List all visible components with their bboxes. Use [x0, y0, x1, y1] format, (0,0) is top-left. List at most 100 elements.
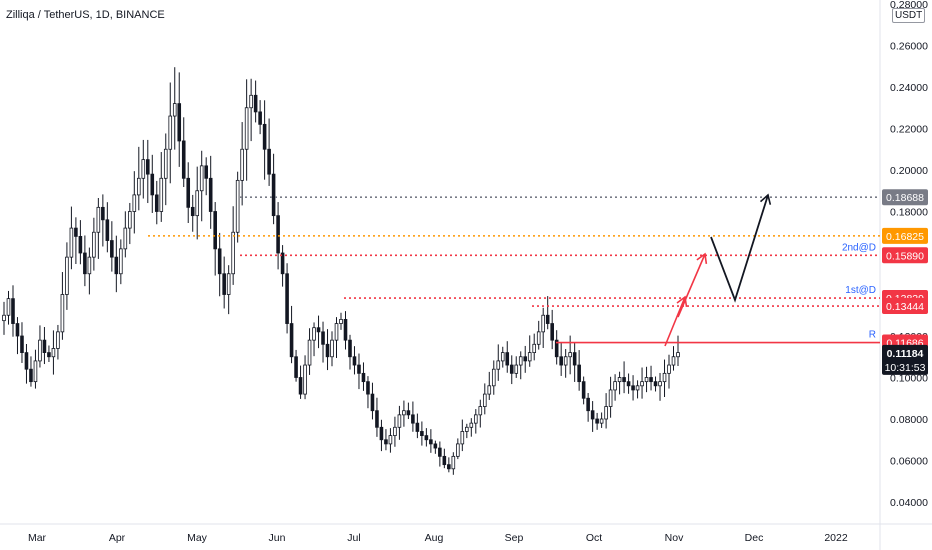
candle-body [626, 381, 631, 387]
candle-body [163, 148, 168, 179]
candle-body [590, 410, 595, 420]
candle-body [177, 103, 182, 142]
candle-body [617, 377, 622, 383]
candle-body [154, 194, 159, 212]
candle-body [613, 381, 617, 391]
projection-arrowhead-1 [676, 295, 688, 308]
candle-body [608, 389, 613, 407]
last-price-badge [882, 344, 928, 375]
candle-body [289, 323, 294, 358]
candle-body [420, 431, 424, 437]
candle-body [110, 240, 114, 258]
y-tick-label: 0.20000 [890, 165, 928, 177]
y-tick-label: 0.24000 [890, 82, 928, 94]
candle-body [478, 406, 483, 416]
candle-body [235, 179, 240, 233]
candle-body [402, 410, 406, 416]
candle-body [622, 377, 626, 383]
candle-body [208, 177, 213, 212]
level-tag-first-target-high: 1st@D [845, 285, 876, 296]
unit-badge[interactable]: USDT [892, 8, 926, 23]
level-tag-second-target: 2nd@D [842, 242, 876, 253]
projection-path-black [710, 194, 769, 303]
candle-body [375, 410, 379, 428]
candle-body [123, 227, 128, 250]
candle-body [451, 455, 456, 470]
projection-arrowhead-2 [696, 252, 708, 265]
candle-body [397, 414, 402, 428]
candle-body [199, 165, 204, 192]
candle-body [384, 439, 388, 445]
candle-body [222, 273, 226, 295]
y-tick-label: 0.08000 [890, 414, 928, 426]
candle-body [190, 206, 195, 217]
level-price-second-target: 0.15890 [886, 250, 924, 262]
candle-body [60, 294, 65, 333]
candle-body [330, 339, 334, 358]
candle-body [500, 352, 505, 362]
candle-body [213, 211, 217, 250]
candle-body [509, 364, 514, 374]
candle-body [447, 464, 451, 470]
candle-body [15, 323, 20, 337]
candle-body [159, 177, 164, 212]
projection-arrowhead-black [759, 193, 772, 205]
candle-body [658, 381, 662, 387]
y-tick-label: 0.06000 [890, 456, 928, 468]
x-tick-label: Aug [425, 532, 444, 544]
candle-body [172, 103, 177, 117]
candle-body [442, 455, 447, 466]
candle-body [285, 273, 289, 324]
countdown-label: 10:31:53 [885, 362, 926, 374]
candle-body [563, 356, 568, 366]
candle-body [599, 418, 604, 424]
candle-body [316, 327, 321, 333]
candle-body [545, 314, 550, 324]
candle-body [523, 356, 528, 362]
candle-body [298, 377, 303, 395]
candle-body [240, 148, 244, 181]
candle-body [429, 439, 433, 445]
candle-body [595, 418, 599, 424]
candle-body [168, 115, 173, 150]
candle-body [150, 173, 155, 196]
candle-body [280, 252, 285, 275]
candle-body [424, 435, 429, 441]
candle-body [276, 215, 280, 254]
candle-body [96, 206, 101, 233]
candle-body [536, 331, 541, 345]
candle-body [473, 414, 478, 424]
candle-body [258, 111, 262, 125]
candle-body [527, 352, 532, 362]
candle-body [78, 235, 83, 254]
candle-body [101, 206, 105, 221]
candle-body [267, 148, 271, 175]
projection-arrow-2 [677, 253, 706, 318]
candle-body [640, 381, 644, 387]
candle-body [69, 227, 74, 258]
x-tick-label: May [187, 532, 208, 544]
y-tick-label: 0.22000 [890, 124, 928, 136]
candle-body [649, 377, 653, 383]
x-tick-label: Apr [109, 532, 126, 544]
x-tick-label: Jul [347, 532, 360, 544]
candle-body [226, 273, 231, 295]
candle-body [271, 173, 276, 217]
y-tick-label: 0.28000 [890, 0, 928, 11]
candle-body [244, 107, 249, 150]
candle-body [604, 406, 608, 420]
candle-body [568, 352, 572, 358]
candle-body [505, 352, 510, 366]
x-tick-label: Oct [586, 532, 602, 544]
candle-body [141, 159, 146, 179]
candle-body [294, 356, 298, 378]
candle-body [482, 393, 487, 407]
y-tick-label: 0.26000 [890, 41, 928, 53]
candle-body [406, 410, 411, 416]
level-badge-target-3 [882, 189, 928, 206]
candle-body [303, 364, 307, 395]
candle-body [550, 323, 554, 341]
candle-body [195, 190, 200, 217]
x-tick-label: Nov [665, 532, 684, 544]
